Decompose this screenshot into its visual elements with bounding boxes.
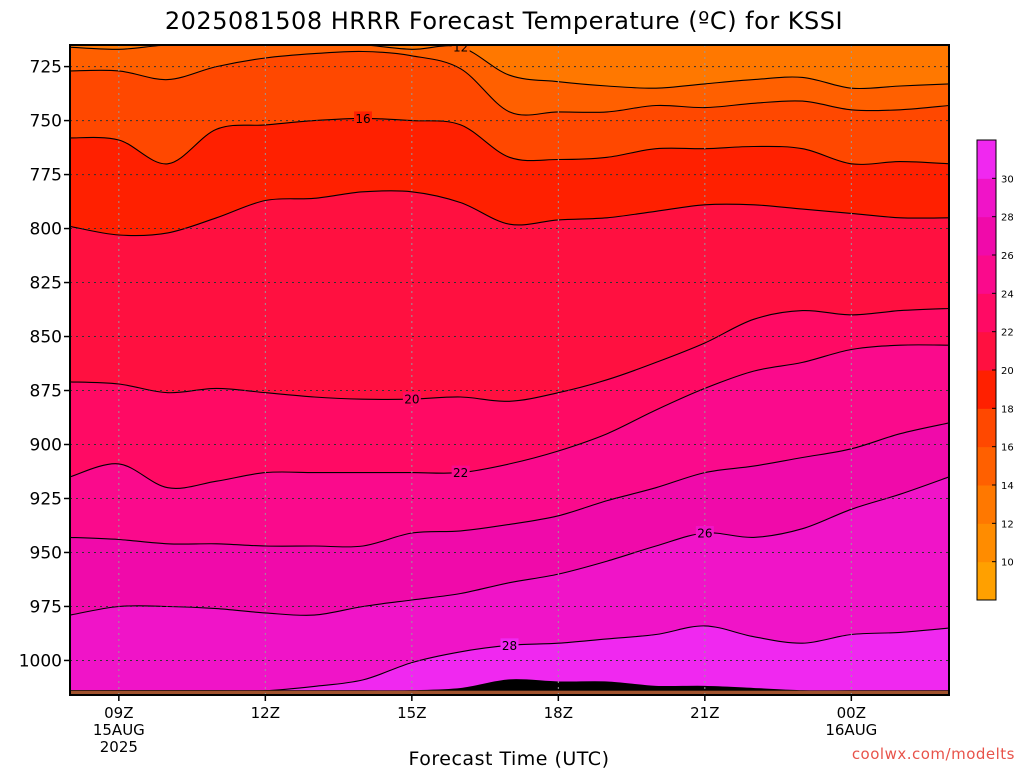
y-tick-label: 775 [30, 166, 62, 186]
contour-label: 28 [502, 639, 517, 653]
contour-line-26 [70, 476, 949, 616]
plot-frame [69, 44, 950, 696]
colorbar-swatch [977, 561, 996, 601]
colorbar-swatch [977, 446, 996, 486]
y-tick-label: 875 [30, 382, 62, 402]
contour-line-16 [70, 117, 949, 165]
contour-plot-area: 12 16 20 22 26 28 [69, 41, 950, 696]
x-tick-label: 2025 [100, 738, 138, 756]
source-credit: coolwx.com/modelts [852, 745, 1015, 763]
colorbar-swatch [977, 331, 996, 371]
contour-label: 26 [697, 527, 712, 541]
colorbar-label: 24 [1001, 289, 1014, 300]
contour-label-bg [500, 638, 519, 653]
colorbar-swatch [977, 370, 996, 409]
colorbar-swatch [977, 216, 996, 256]
contour-label: 16 [355, 112, 370, 126]
colorbar-label: 20 [1001, 366, 1014, 377]
contour-label-bg [354, 111, 372, 126]
y-tick-label: 725 [30, 58, 62, 78]
contour-label-bg [402, 392, 421, 407]
colorbar-label: 16 [1001, 443, 1014, 454]
colorbar-label: 28 [1001, 213, 1014, 224]
colorbar-label: 22 [1001, 328, 1014, 339]
x-axis-title: Forecast Time (UTC) [409, 748, 610, 768]
x-tick-label: 15Z [397, 704, 426, 722]
contour-label-bg [695, 526, 714, 541]
colorbar-swatch [977, 485, 996, 524]
y-tick-label: 750 [30, 112, 62, 132]
x-tick-label: 09Z [104, 704, 133, 722]
contour-line-20 [70, 307, 949, 402]
x-tick-label: 12Z [251, 704, 280, 722]
y-tick-label: 900 [30, 436, 62, 456]
x-tick-label: 00Z [837, 704, 866, 722]
contour-line-12 [70, 45, 949, 90]
contour-line-14 [70, 50, 949, 116]
colorbar-label: 10 [1001, 558, 1014, 569]
colorbar-swatch [977, 523, 996, 563]
y-tick-label: 850 [30, 328, 62, 348]
contour-label: 22 [453, 466, 468, 480]
contour-line-24 [70, 422, 949, 548]
y-tick-label: 975 [30, 597, 62, 617]
y-tick-label: 825 [30, 274, 62, 294]
colorbar-swatch [977, 140, 996, 179]
x-tick-label: 18Z [544, 704, 573, 722]
ground-surface [70, 690, 949, 695]
chart-title: 2025081508 HRRR Forecast Temperature (ºC… [165, 7, 843, 35]
contour-label-bg [451, 45, 470, 55]
colorbar-label: 30 [1001, 174, 1014, 185]
y-tick-label: 950 [30, 543, 62, 563]
contour-line-18 [70, 190, 949, 237]
colorbar-label: 14 [1001, 481, 1014, 492]
contour-label-bg [451, 465, 470, 480]
y-tick-label: 925 [30, 489, 62, 509]
temperature-colorbar: 30 28 26 24 22 20 18 16 14 12 10 [976, 139, 1014, 601]
colorbar-label: 26 [1001, 251, 1014, 262]
filled-temperature-bands: 12 16 20 22 26 28 [70, 41, 949, 695]
colorbar-label: 18 [1001, 404, 1014, 415]
y-tick-label: 1000 [19, 651, 62, 671]
contour-label: 12 [453, 41, 468, 55]
colorbar-swatch [977, 255, 996, 294]
contour-line-22 [70, 344, 949, 489]
x-tick-label: 15AUG [93, 721, 145, 739]
colorbar-label: 12 [1001, 519, 1014, 530]
y-tick-label: 800 [30, 220, 62, 240]
contour-label: 20 [404, 393, 419, 407]
colorbar-swatch [977, 178, 996, 218]
pressure-axis: 725 750 775 800 825 850 875 900 925 950 975 1000 [19, 58, 70, 671]
colorbar-swatch [977, 293, 996, 333]
x-tick-label: 21Z [690, 704, 719, 722]
x-tick-label: 16AUG [825, 721, 877, 739]
colorbar-swatch [977, 408, 996, 448]
